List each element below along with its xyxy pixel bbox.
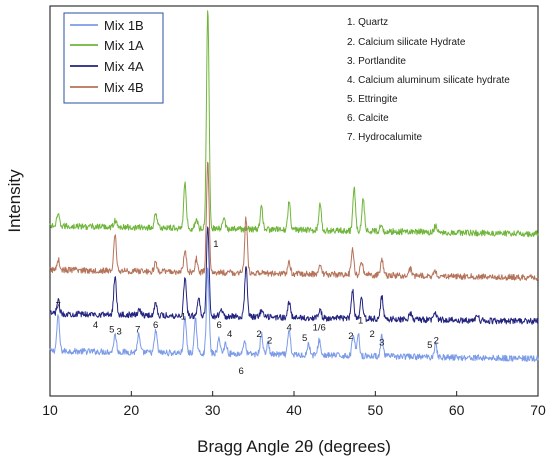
legend-label-mix-4b: Mix 4B [104,80,144,95]
x-tick-label: 60 [449,402,465,418]
peak-annotation: 3 [379,338,384,349]
peak-annotation: 4 [286,322,291,333]
peak-annotation: 2 [267,335,272,346]
peak-annotation: 5 [427,340,432,351]
peak-annotation: 2 [434,335,439,346]
x-tick-layer: 10 20 30 40 50 60 70 [42,391,546,418]
legend-label-mix-4a: Mix 4A [104,59,144,74]
phase-legend-item: 5. Ettringite [347,94,398,105]
legend-label-mix-1b: Mix 1B [104,18,144,33]
peak-annotation: 4 [93,320,98,331]
y-axis-title: Intensity [5,169,24,233]
peak-annotation: 4 [227,329,232,340]
peak-annotation: 6 [238,366,243,377]
peak-annotation: 1 [358,316,363,327]
peak-annotation: 3 [116,327,121,338]
phase-legend-item: 4. Calcium aluminum silicate hydrate [347,75,510,86]
series-legend: Mix 1B Mix 1A Mix 4A Mix 4B [63,12,164,104]
peak-annotation: 2 [369,329,374,340]
phase-legend-item: 7. Hydrocalumite [347,132,422,143]
peak-annotation: 1 [181,311,186,322]
x-tick-label: 50 [368,402,384,418]
phase-legend-item: 1. Quartz [347,17,388,28]
peak-annotation: 7 [55,300,60,311]
phase-legend-item: 2. Calcium silicate Hydrate [347,37,466,48]
x-tick-label: 70 [530,402,546,418]
peak-annotation: 5 [109,325,114,336]
x-tick-label: 10 [42,402,58,418]
series-layer [49,10,539,362]
peak-annotation: 6 [153,320,158,331]
series-line-mix-4b [49,161,539,282]
peak-annotation: 5 [302,333,307,344]
x-axis-title: Bragg Angle 2θ (degrees) [197,437,391,456]
peak-annotation: 2 [348,331,353,342]
peak-annotation: 7 [135,325,140,336]
x-tick-label: 30 [205,402,221,418]
legend-label-mix-1a: Mix 1A [104,38,144,53]
series-line-mix-1a [49,10,539,238]
x-tick-label: 40 [286,402,302,418]
peak-annotation: 2 [256,329,261,340]
x-tick-label: 20 [124,402,140,418]
series-legend-frame [63,12,164,104]
peak-annotation: 1/6 [313,322,326,333]
series-line-mix-1b [49,267,539,362]
peak-annotation: 1 [213,239,218,250]
phase-legend: 1. Quartz 2. Calcium silicate Hydrate 3.… [347,17,510,143]
peak-annotation: 6 [217,320,222,331]
phase-legend-item: 6. Calcite [347,113,389,124]
phase-legend-item: 3. Portlandite [347,56,406,67]
series-line-mix-4a [49,226,539,325]
